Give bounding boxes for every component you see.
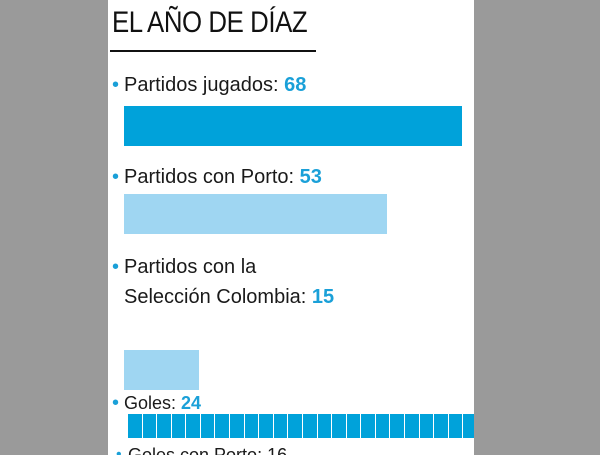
bar-label-text: Partidos con Porto: <box>124 166 300 188</box>
bar-segment <box>172 414 187 438</box>
infographic-panel: EL AÑO DE DÍAZ • Partidos jugados: 68 • Par… <box>108 0 474 455</box>
bar-label-line: Partidos con la <box>124 252 334 282</box>
bar-label-text: Partidos jugados: <box>124 74 285 96</box>
bar-label-line: Goles: 24 <box>124 388 201 418</box>
title-underline <box>110 50 316 52</box>
bar-label: Partidos con la Selección Colombia: 15 <box>124 252 334 312</box>
bullet-icon: • <box>116 446 122 455</box>
bar-segment <box>186 414 201 438</box>
bar <box>128 414 474 438</box>
bar-label-line: Selección Colombia: 15 <box>124 282 334 312</box>
bar <box>124 350 199 390</box>
bar-segment <box>361 414 376 438</box>
bar-segment <box>347 414 362 438</box>
bar-label-line: Partidos con Porto: 53 <box>124 162 322 192</box>
bar-segment <box>463 414 474 438</box>
bar-segment <box>274 414 289 438</box>
bar <box>124 194 387 234</box>
bar-value-label: 53 <box>299 166 322 188</box>
bar-value-label: 15 <box>311 286 335 308</box>
bar-segment <box>201 414 216 438</box>
bar-segment <box>143 414 158 438</box>
bar-segment <box>230 414 245 438</box>
bar-segment <box>318 414 333 438</box>
bar-segment <box>157 414 172 438</box>
bullet-icon: • <box>112 74 120 96</box>
bar-segment <box>216 414 231 438</box>
bar-segment <box>405 414 420 438</box>
bar-value-label: 68 <box>284 74 307 96</box>
bar-label-text: Goles: <box>124 393 182 413</box>
bar-segment <box>128 414 143 438</box>
bullet-icon: • <box>112 166 120 188</box>
bar-segment <box>391 414 406 438</box>
bar-label: Partidos con Porto: 53 <box>124 162 322 192</box>
bar-label: Partidos jugados: 68 <box>124 70 306 100</box>
bar-value-label: 24 <box>181 393 202 413</box>
bullet-icon: • <box>112 256 120 278</box>
bar-segment <box>449 414 464 438</box>
bar-segment <box>434 414 449 438</box>
bar-segment <box>245 414 260 438</box>
bar-segment <box>332 414 347 438</box>
partial-label: Goles con Porto: 16 <box>128 445 288 455</box>
bar <box>124 106 462 146</box>
bar-segment <box>303 414 318 438</box>
chart-title: EL AÑO DE DÍAZ <box>112 6 308 39</box>
bar-segment <box>420 414 435 438</box>
bar-label-text: Selección Colombia: <box>124 286 312 308</box>
bar-segment <box>376 414 391 438</box>
bar-segment <box>259 414 274 438</box>
bar-label: Goles: 24 <box>124 388 201 418</box>
bar-segment <box>288 414 303 438</box>
bar-label-line: Partidos jugados: 68 <box>124 70 306 100</box>
bullet-icon: • <box>112 392 120 414</box>
bar-label-text: Partidos con la <box>124 256 257 278</box>
